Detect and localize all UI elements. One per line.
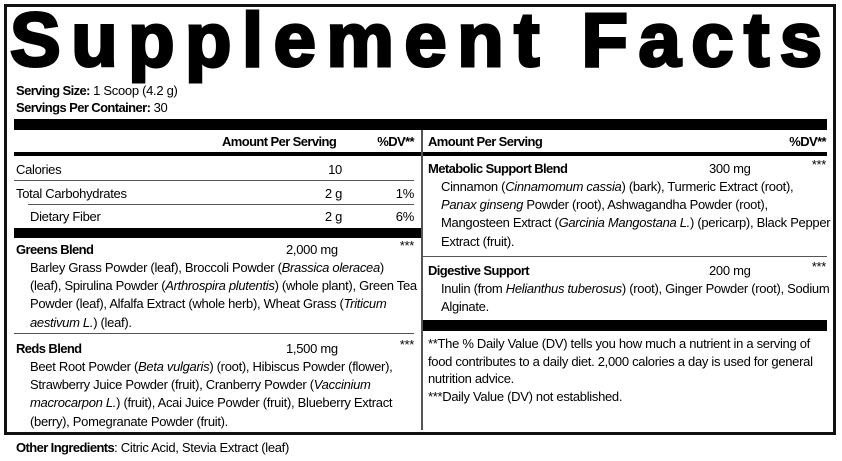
fiber-amount: 2 g xyxy=(324,209,342,224)
carbs-amount: 2 g xyxy=(324,186,342,201)
row-divider xyxy=(28,204,414,205)
carbs-label: Total Carbohydrates xyxy=(16,186,127,201)
botanical-name: Vaccinium macrocarpon L. xyxy=(30,377,371,411)
dv-not-established-footnote: ***Daily Value (DV) not established. xyxy=(428,389,623,404)
botanical-name: Cinnamomum cassia xyxy=(505,179,622,194)
metabolic-blend-dv: *** xyxy=(811,157,827,172)
row-divider xyxy=(14,333,414,334)
serving-size-value: 1 Scoop (4.2 g) xyxy=(89,83,178,98)
metabolic-blend-ingredients: Cinnamon (Cinnamomum cassia) (bark), Tur… xyxy=(441,178,831,251)
metabolic-blend-name: Metabolic Support Blend xyxy=(428,161,568,176)
fiber-label: Dietary Fiber xyxy=(30,209,101,224)
greens-blend-name: Greens Blend xyxy=(16,242,94,257)
right-amount-header: Amount Per Serving xyxy=(428,134,543,149)
botanical-name: Beta vulgaris xyxy=(138,359,210,374)
row-divider xyxy=(14,180,414,181)
ingredient-text: Beet Root Powder ( xyxy=(30,359,139,374)
ingredient-text: ) (pericarp), Black Pepper Extract (frui… xyxy=(441,215,831,249)
botanical-name: Triticum aestivum L. xyxy=(30,296,387,330)
ingredient-text: ) (whole plant), Green Tea Powder (leaf)… xyxy=(30,278,417,312)
botanical-name: Garcinia Mangostana L. xyxy=(558,215,691,231)
thick-divider xyxy=(423,320,827,331)
servings-label: Servings Per Container: xyxy=(16,100,151,115)
ingredient-text: ) (fruit), Acai Juice Powder (fruit), Bl… xyxy=(30,395,393,429)
ingredient-text: Barley Grass Powder (leaf), Broccoli Pow… xyxy=(30,260,282,275)
ingredient-text: Cinnamon ( xyxy=(441,179,506,194)
digestive-support-ingredients: Inulin (from Helianthus tuberosus) (root… xyxy=(441,280,831,316)
panel-title: Supplement Facts xyxy=(9,0,833,85)
calories-amount: 10 xyxy=(328,162,342,177)
ingredient-text: ) (root), Ginger Powder (root), Sodium A… xyxy=(441,281,830,315)
servings-value: 30 xyxy=(150,100,168,115)
reds-blend-amount: 1,500 mg xyxy=(286,341,338,356)
left-amount-header: Amount Per Serving xyxy=(222,134,337,149)
digestive-support-dv: *** xyxy=(811,259,827,274)
dv-footnote: **The % Daily Value (DV) tells you how m… xyxy=(428,336,813,386)
header-divider xyxy=(423,152,827,156)
greens-blend-ingredients: Barley Grass Powder (leaf), Broccoli Pow… xyxy=(30,259,418,332)
botanical-name: Helianthus tuberosus xyxy=(505,281,622,296)
column-divider xyxy=(421,130,423,430)
ingredient-text: ) (leaf). xyxy=(93,314,132,330)
digestive-support-amount: 200 mg xyxy=(709,263,751,278)
ingredient-text: Powder (root), Ashwagandha Powder (root)… xyxy=(441,197,768,231)
right-dv-header: %DV** xyxy=(789,134,826,149)
serving-size: Serving Size: 1 Scoop (4.2 g) xyxy=(16,83,178,98)
left-dv-header: %DV** xyxy=(377,134,414,149)
reds-blend-name: Reds Blend xyxy=(16,341,82,356)
thick-divider xyxy=(14,228,421,238)
other-ingredients-value: : Citric Acid, Stevia Extract (leaf) xyxy=(114,440,290,455)
other-ingredients-label: Other Ingredients xyxy=(16,440,115,455)
fiber-dv: 6% xyxy=(395,209,415,224)
ingredient-text: ) (leaf), Spirulina Powder ( xyxy=(30,260,384,294)
botanical-name: Arthrospira plutentis xyxy=(165,278,275,294)
greens-blend-amount: 2,000 mg xyxy=(286,242,338,257)
botanical-name: Panax ginseng xyxy=(441,197,524,213)
row-divider xyxy=(423,256,827,257)
calories-label: Calories xyxy=(16,162,62,177)
servings-per-container: Servings Per Container: 30 xyxy=(16,100,168,115)
reds-blend-ingredients: Beet Root Powder (Beta vulgaris) (root),… xyxy=(30,358,418,431)
serving-size-label: Serving Size: xyxy=(16,83,90,98)
header-divider xyxy=(14,152,421,156)
ingredient-text: ) (root), Hibiscus Powder (flower), Stra… xyxy=(30,359,393,393)
ingredient-text: Inulin (from xyxy=(441,281,506,296)
greens-blend-dv: *** xyxy=(399,238,415,253)
botanical-name: Brassica oleracea xyxy=(281,260,381,275)
reds-blend-dv: *** xyxy=(399,337,415,352)
supplement-facts-panel xyxy=(4,4,836,435)
carbs-dv: 1% xyxy=(395,186,415,201)
other-ingredients: Other Ingredients: Citric Acid, Stevia E… xyxy=(16,440,289,455)
metabolic-blend-amount: 300 mg xyxy=(709,161,751,176)
thick-divider xyxy=(14,119,827,130)
ingredient-text: ) (bark), Turmeric Extract (root), xyxy=(621,179,794,194)
digestive-support-name: Digestive Support xyxy=(428,263,530,278)
